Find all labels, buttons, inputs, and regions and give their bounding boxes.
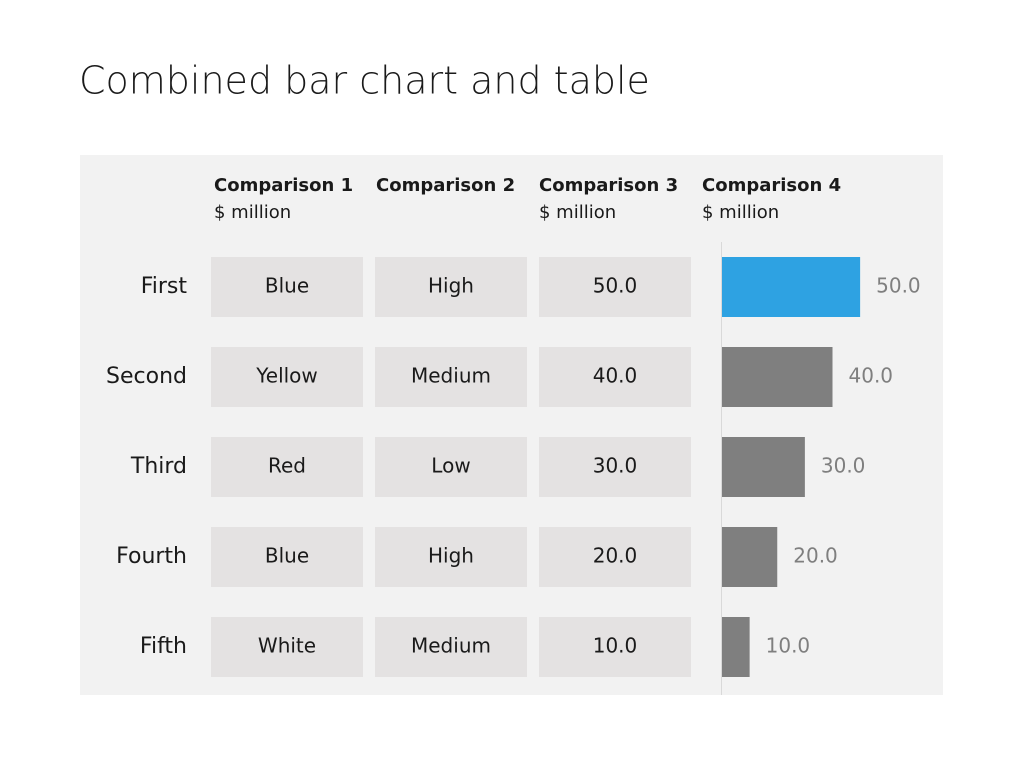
bar (722, 257, 861, 317)
value-label: 20.0 (793, 544, 838, 568)
value-label: 40.0 (849, 364, 894, 388)
cell-text: 30.0 (593, 454, 638, 478)
table-cell (375, 617, 527, 677)
table-cell (539, 527, 691, 587)
value-label: 30.0 (821, 454, 866, 478)
table-cell (539, 347, 691, 407)
value-label: 50.0 (876, 274, 921, 298)
row-label: Fourth (116, 544, 187, 569)
row-label: Fifth (140, 634, 187, 659)
slide-title: Combined bar chart and table (79, 59, 650, 103)
bar (722, 617, 750, 677)
cell-text: High (428, 544, 474, 568)
table-cell (211, 347, 363, 407)
value-label: 10.0 (766, 634, 811, 658)
table-cell (375, 257, 527, 317)
bar (722, 437, 805, 497)
cell-text: Yellow (255, 364, 318, 388)
cell-text: Red (268, 454, 306, 478)
row-label: Third (130, 454, 187, 479)
table-cell (375, 347, 527, 407)
bar (722, 527, 778, 587)
cell-text: High (428, 274, 474, 298)
table-cell (539, 437, 691, 497)
table-cell (375, 437, 527, 497)
table-cell (211, 527, 363, 587)
column-unit: $ million (702, 202, 779, 223)
cell-text: Blue (265, 274, 309, 298)
column-unit: $ million (539, 202, 616, 223)
table-cell (539, 617, 691, 677)
table-cell (211, 257, 363, 317)
cell-text: Blue (265, 544, 309, 568)
table-cell (375, 527, 527, 587)
cell-text: 40.0 (593, 364, 638, 388)
cell-text: Medium (411, 634, 491, 658)
panel (80, 155, 943, 695)
bar (722, 347, 833, 407)
cell-text: Medium (411, 364, 491, 388)
cell-text: Low (431, 454, 470, 478)
row-label: Second (106, 364, 187, 389)
column-header: Comparison 2 (376, 175, 515, 196)
column-unit: $ million (214, 202, 291, 223)
cell-text: 10.0 (593, 634, 638, 658)
cell-text: 20.0 (593, 544, 638, 568)
column-header: Comparison 4 (702, 175, 841, 196)
cell-text: 50.0 (593, 274, 638, 298)
column-header: Comparison 3 (539, 175, 678, 196)
cell-text: White (258, 634, 316, 658)
row-label: First (141, 274, 188, 299)
table-cell (539, 257, 691, 317)
table-cell (211, 437, 363, 497)
table-cell (211, 617, 363, 677)
column-header: Comparison 1 (214, 175, 353, 196)
